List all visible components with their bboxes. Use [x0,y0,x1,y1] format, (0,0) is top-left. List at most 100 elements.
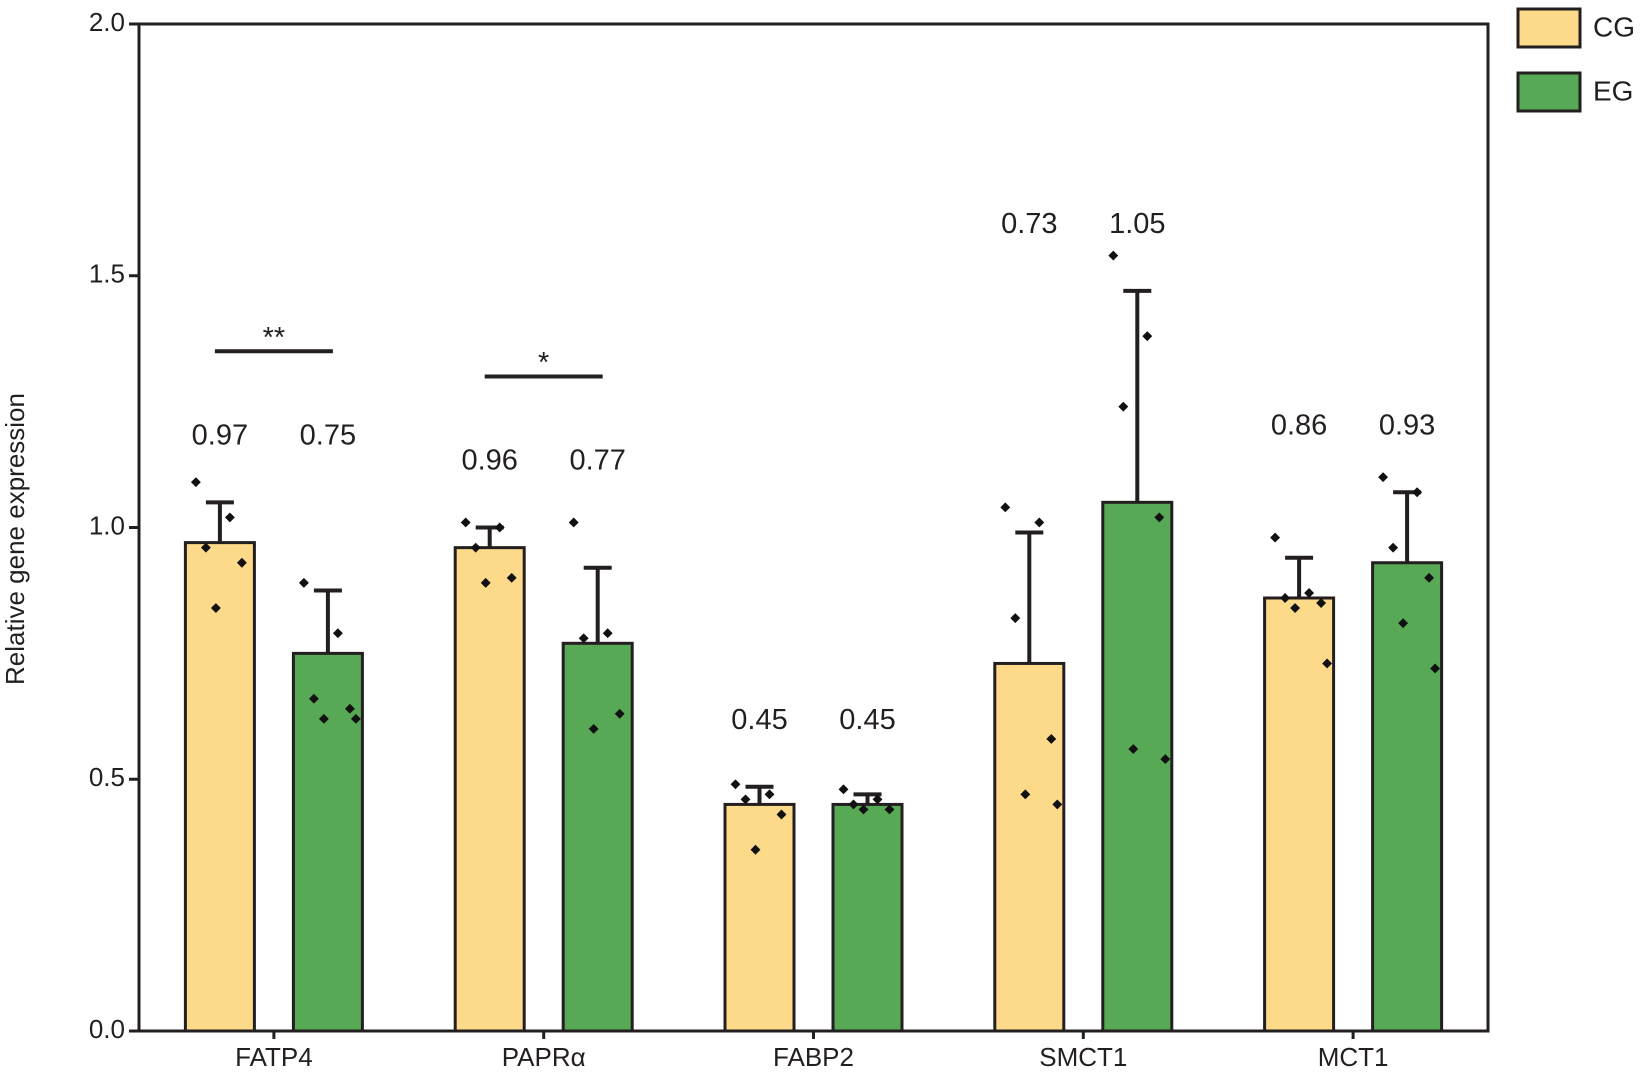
error-bar [1285,555,1314,598]
data-point [872,794,883,805]
data-point [568,517,579,528]
bar [183,541,256,1033]
y-tick-label: 1.5 [89,259,125,289]
legend-label: CG [1593,11,1635,42]
y-tick-label: 1.0 [89,510,125,540]
data-point [1424,572,1435,583]
data-point [332,628,343,639]
data-point [210,603,221,614]
data-point [1046,734,1057,744]
data-point [1388,542,1399,553]
data-point [1398,618,1409,629]
data-point [776,809,787,820]
y-tick-label: 0.5 [89,762,125,792]
value-label: 0.45 [839,704,895,736]
error-bar [1123,288,1152,503]
data-point [838,784,849,795]
data-point [1270,532,1281,543]
error-bar [583,565,612,644]
data-point [614,708,625,719]
data-point [1280,593,1291,603]
data-point [1154,512,1165,523]
x-tick-label: FATP4 [235,1042,313,1072]
data-point [1142,331,1153,342]
x-tick-label: SMCT1 [1039,1042,1127,1072]
data-point [1010,613,1021,624]
error-bar [745,784,774,805]
data-point [350,713,361,724]
value-label: 0.77 [569,445,625,477]
data-point [480,577,491,588]
legend-label: EG [1593,75,1633,106]
data-point [1412,487,1423,498]
error-bar [205,500,234,543]
data-point [494,522,505,533]
data-point [1290,603,1301,614]
error-bar [313,588,342,654]
data-point [884,804,895,815]
value-label: 0.96 [461,445,517,477]
data-point [344,703,355,714]
legend-swatch [1516,71,1582,113]
bar [831,802,904,1033]
data-point [1128,744,1139,754]
data-point [308,693,319,704]
bar [1101,500,1174,1033]
data-point [1020,789,1031,800]
value-label: 0.93 [1379,409,1435,441]
data-point [848,799,859,810]
x-tick-label: FABP2 [773,1042,854,1072]
data-point [1378,472,1389,483]
value-label: 0.86 [1271,409,1327,441]
error-bar [1015,530,1044,664]
significance-label: ** [263,322,286,354]
plot-frame [137,22,1490,1033]
error-bar [1393,490,1422,563]
data-point [236,557,247,568]
significance-label: * [538,347,549,379]
bar [1371,561,1444,1033]
x-tick-label: PAPRα [502,1042,586,1072]
data-point [1108,250,1119,261]
data-point [1118,401,1129,412]
y-tick-label: 2.0 [89,7,125,37]
x-tick-label: MCT1 [1318,1042,1389,1072]
data-point [730,779,741,790]
data-point [1316,598,1327,608]
data-point [506,572,517,583]
bar [1263,596,1336,1033]
data-point [578,633,589,644]
bar [993,661,1066,1033]
data-point [1034,517,1045,528]
data-point [1160,754,1171,765]
data-point [470,542,481,553]
data-point [588,723,599,734]
data-point [602,628,613,639]
bar [291,651,364,1033]
data-point [460,517,471,528]
data-point [750,844,761,855]
data-point [1000,502,1011,513]
value-label: 0.73 [1001,208,1057,240]
data-point [1052,799,1063,810]
data-point [1304,588,1315,598]
value-label: 0.75 [300,420,356,452]
data-point [224,512,235,523]
data-point [200,542,211,553]
data-point [190,477,201,488]
data-point [1430,663,1441,674]
error-bar [853,792,882,805]
data-point [1322,658,1333,669]
data-point [764,789,775,800]
value-label: 0.97 [192,420,248,452]
bar [453,546,526,1033]
y-axis-label: Relative gene expression [0,393,30,685]
y-tick-label: 0.0 [89,1014,125,1044]
data-point [858,804,869,815]
bar [723,802,796,1033]
legend-swatch [1516,7,1582,49]
data-point [740,794,751,805]
value-label: 1.05 [1109,208,1165,240]
